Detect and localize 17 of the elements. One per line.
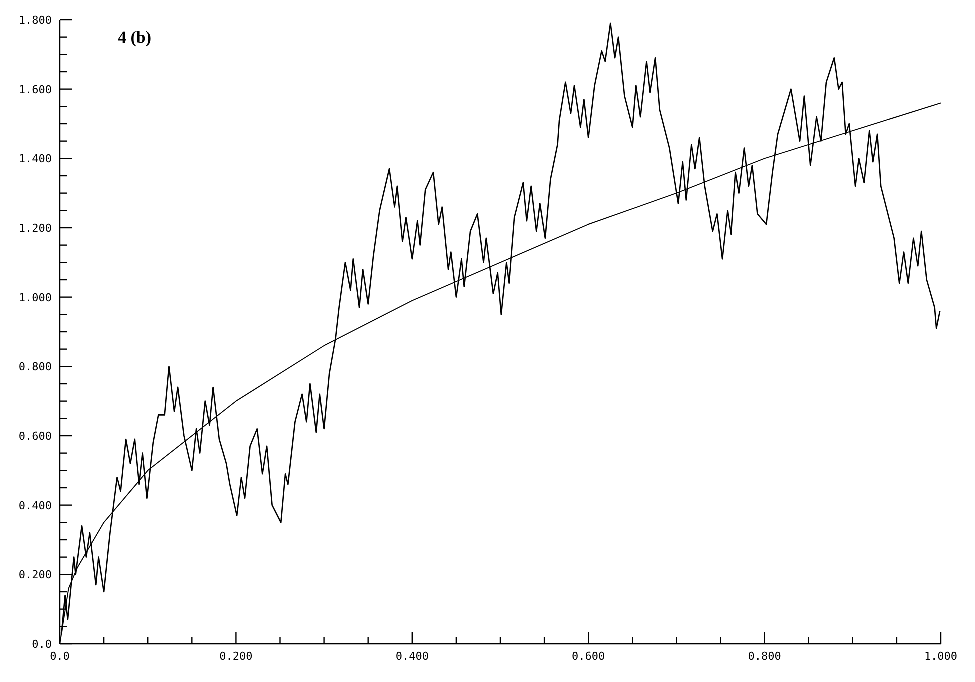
y-tick-label: 1.000 (18, 291, 52, 304)
x-tick-label: 0.400 (396, 650, 429, 663)
y-tick-label: 1.200 (18, 222, 52, 235)
y-tick-label: 0.400 (18, 499, 52, 512)
y-tick-label: 0.600 (18, 430, 52, 443)
y-tick-label: 1.400 (18, 152, 52, 166)
annotation: 4 (b) (118, 28, 152, 48)
y-tick-label: 0.800 (18, 360, 52, 374)
x-tick-label: 0.0 (50, 650, 70, 663)
y-tick-label: 0.0 (32, 638, 52, 651)
x-tick-label: 0.800 (748, 650, 782, 663)
y-tick-label: 0.200 (18, 568, 52, 582)
y-tick-label: 1.600 (18, 83, 52, 96)
x-tick-label: 1.000 (924, 650, 958, 663)
y-tick-label: 1.800 (18, 14, 52, 27)
x-tick-label: 0.200 (220, 650, 253, 663)
x-tick-label: 0.600 (572, 650, 606, 663)
